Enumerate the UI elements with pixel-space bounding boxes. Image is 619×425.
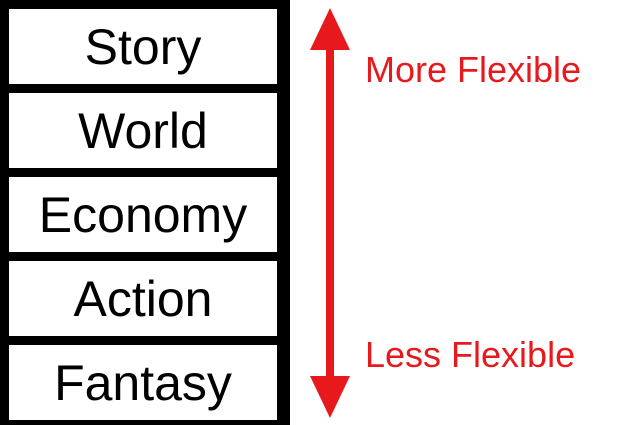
layer-label-economy: Economy xyxy=(38,186,248,243)
layer-box-story: Story xyxy=(9,9,277,84)
layer-label-world: World xyxy=(78,102,208,159)
layer-box-economy: Economy xyxy=(9,177,277,252)
layer-label-story: Story xyxy=(84,18,202,75)
layer-box-action: Action xyxy=(9,261,277,336)
arrow-shaft xyxy=(326,46,334,380)
double-arrow-icon xyxy=(310,8,350,418)
more-flexible-label: More Flexible xyxy=(365,49,582,90)
less-flexible-label: Less Flexible xyxy=(365,334,576,375)
layer-box-fantasy: Fantasy xyxy=(9,345,277,420)
layer-label-fantasy: Fantasy xyxy=(54,354,232,411)
arrow-head-down xyxy=(310,376,350,418)
arrow-head-up xyxy=(310,8,350,50)
layer-stack: Story World Economy Action Fantasy xyxy=(0,0,290,425)
layer-box-world: World xyxy=(9,93,277,168)
layer-label-action: Action xyxy=(73,270,213,327)
